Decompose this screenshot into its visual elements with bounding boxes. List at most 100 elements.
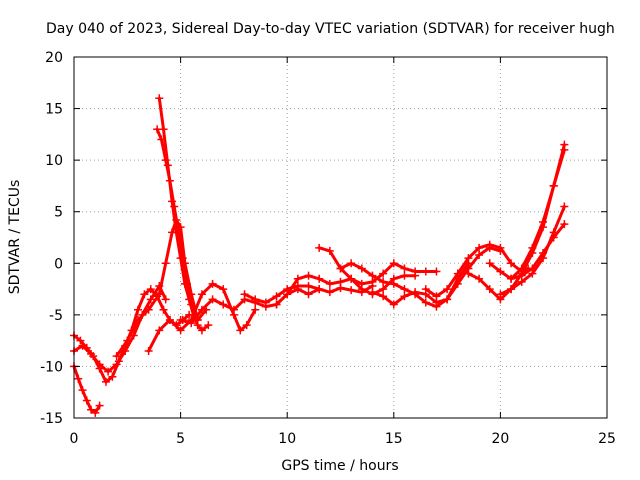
data-point-marker — [155, 326, 164, 335]
data-point-marker — [539, 248, 548, 257]
series-track-4 — [112, 215, 211, 361]
series-track-7 — [144, 279, 260, 355]
data-point-marker — [496, 243, 505, 252]
plot-frame — [73, 56, 608, 419]
data-point-marker — [197, 290, 206, 299]
data-point-marker — [315, 274, 324, 283]
x-tick-label: 10 — [278, 431, 296, 447]
data-point-marker — [91, 408, 100, 417]
data-point-marker — [153, 125, 162, 134]
data-point-marker — [251, 295, 260, 304]
y-tick-label: 0 — [54, 256, 63, 272]
data-point-marker — [517, 271, 526, 280]
data-point-marker — [204, 321, 213, 330]
data-point-marker — [187, 300, 196, 309]
data-point-marker — [78, 386, 87, 395]
data-point-marker — [549, 233, 558, 242]
data-point-marker — [219, 285, 228, 294]
data-point-marker — [176, 316, 185, 325]
series-line — [115, 218, 208, 358]
series-track-11 — [315, 243, 441, 288]
data-point-marker — [170, 202, 179, 211]
data-point-marker — [161, 259, 170, 268]
data-point-marker — [283, 290, 292, 299]
data-point-marker — [240, 290, 249, 299]
data-point-marker — [133, 305, 142, 314]
data-point-marker — [208, 295, 217, 304]
data-point-marker — [272, 300, 281, 309]
series-layer — [70, 94, 569, 417]
data-point-marker — [560, 202, 569, 211]
data-point-marker — [496, 290, 505, 299]
data-point-marker — [112, 360, 121, 369]
data-point-marker — [400, 264, 409, 273]
series-track-18 — [507, 220, 569, 283]
data-point-marker — [187, 319, 196, 328]
data-point-marker — [560, 145, 569, 154]
data-point-marker — [161, 156, 170, 165]
data-point-marker — [78, 341, 87, 350]
data-point-marker — [432, 267, 441, 276]
data-point-marker — [95, 401, 104, 410]
data-point-marker — [293, 281, 302, 290]
data-point-marker — [304, 290, 313, 299]
data-point-marker — [144, 305, 153, 314]
data-point-marker — [121, 346, 130, 355]
data-point-marker — [261, 298, 270, 307]
data-point-marker — [347, 259, 356, 268]
data-point-marker — [507, 259, 516, 268]
data-point-marker — [357, 279, 366, 288]
data-point-marker — [178, 254, 187, 263]
data-point-marker — [485, 259, 494, 268]
data-point-marker — [379, 292, 388, 301]
data-point-marker — [87, 350, 96, 359]
data-point-marker — [315, 243, 324, 252]
x-tick-label: 25 — [598, 431, 616, 447]
data-point-marker — [76, 336, 85, 345]
series-line — [72, 284, 168, 374]
x-axis-label: GPS time / hours — [281, 458, 398, 474]
data-point-marker — [155, 290, 164, 299]
data-point-marker — [528, 243, 537, 252]
data-point-marker — [208, 279, 217, 288]
data-point-marker — [155, 94, 164, 103]
data-point-marker — [325, 246, 334, 255]
y-axis-label: SDTVAR / TECUs — [7, 180, 23, 295]
tick-labels: 0 5 10 15 20 25 -15 -10 -5 0 5 10 15 20 — [40, 50, 616, 447]
data-point-marker — [453, 279, 462, 288]
data-point-marker — [112, 352, 121, 361]
data-point-marker — [197, 305, 206, 314]
data-point-marker — [389, 300, 398, 309]
data-point-marker — [242, 321, 251, 330]
ticks — [73, 56, 608, 419]
data-point-marker — [182, 279, 191, 288]
data-point-marker — [95, 360, 104, 369]
data-point-marker — [421, 298, 430, 307]
data-point-marker — [101, 377, 110, 386]
data-point-marker — [347, 274, 356, 283]
data-point-marker — [74, 374, 83, 383]
data-point-marker — [464, 254, 473, 263]
y-tick-label: -5 — [49, 308, 63, 324]
data-point-marker — [411, 267, 420, 276]
data-point-marker — [108, 372, 117, 381]
data-point-marker — [443, 285, 452, 294]
x-tick-label: 0 — [70, 431, 79, 447]
data-point-marker — [140, 290, 149, 299]
data-point-marker — [368, 288, 377, 297]
data-point-marker — [453, 269, 462, 278]
series-line — [488, 148, 566, 281]
data-point-marker — [496, 267, 505, 276]
data-point-marker — [159, 305, 168, 314]
data-point-marker — [464, 269, 473, 278]
data-point-marker — [421, 267, 430, 276]
data-point-marker — [146, 285, 155, 294]
data-point-marker — [389, 259, 398, 268]
data-point-marker — [293, 274, 302, 283]
data-point-marker — [146, 295, 155, 304]
data-point-marker — [325, 288, 334, 297]
data-point-marker — [475, 251, 484, 260]
data-point-marker — [304, 271, 313, 280]
y-tick-label: -10 — [40, 359, 63, 375]
data-point-marker — [379, 269, 388, 278]
